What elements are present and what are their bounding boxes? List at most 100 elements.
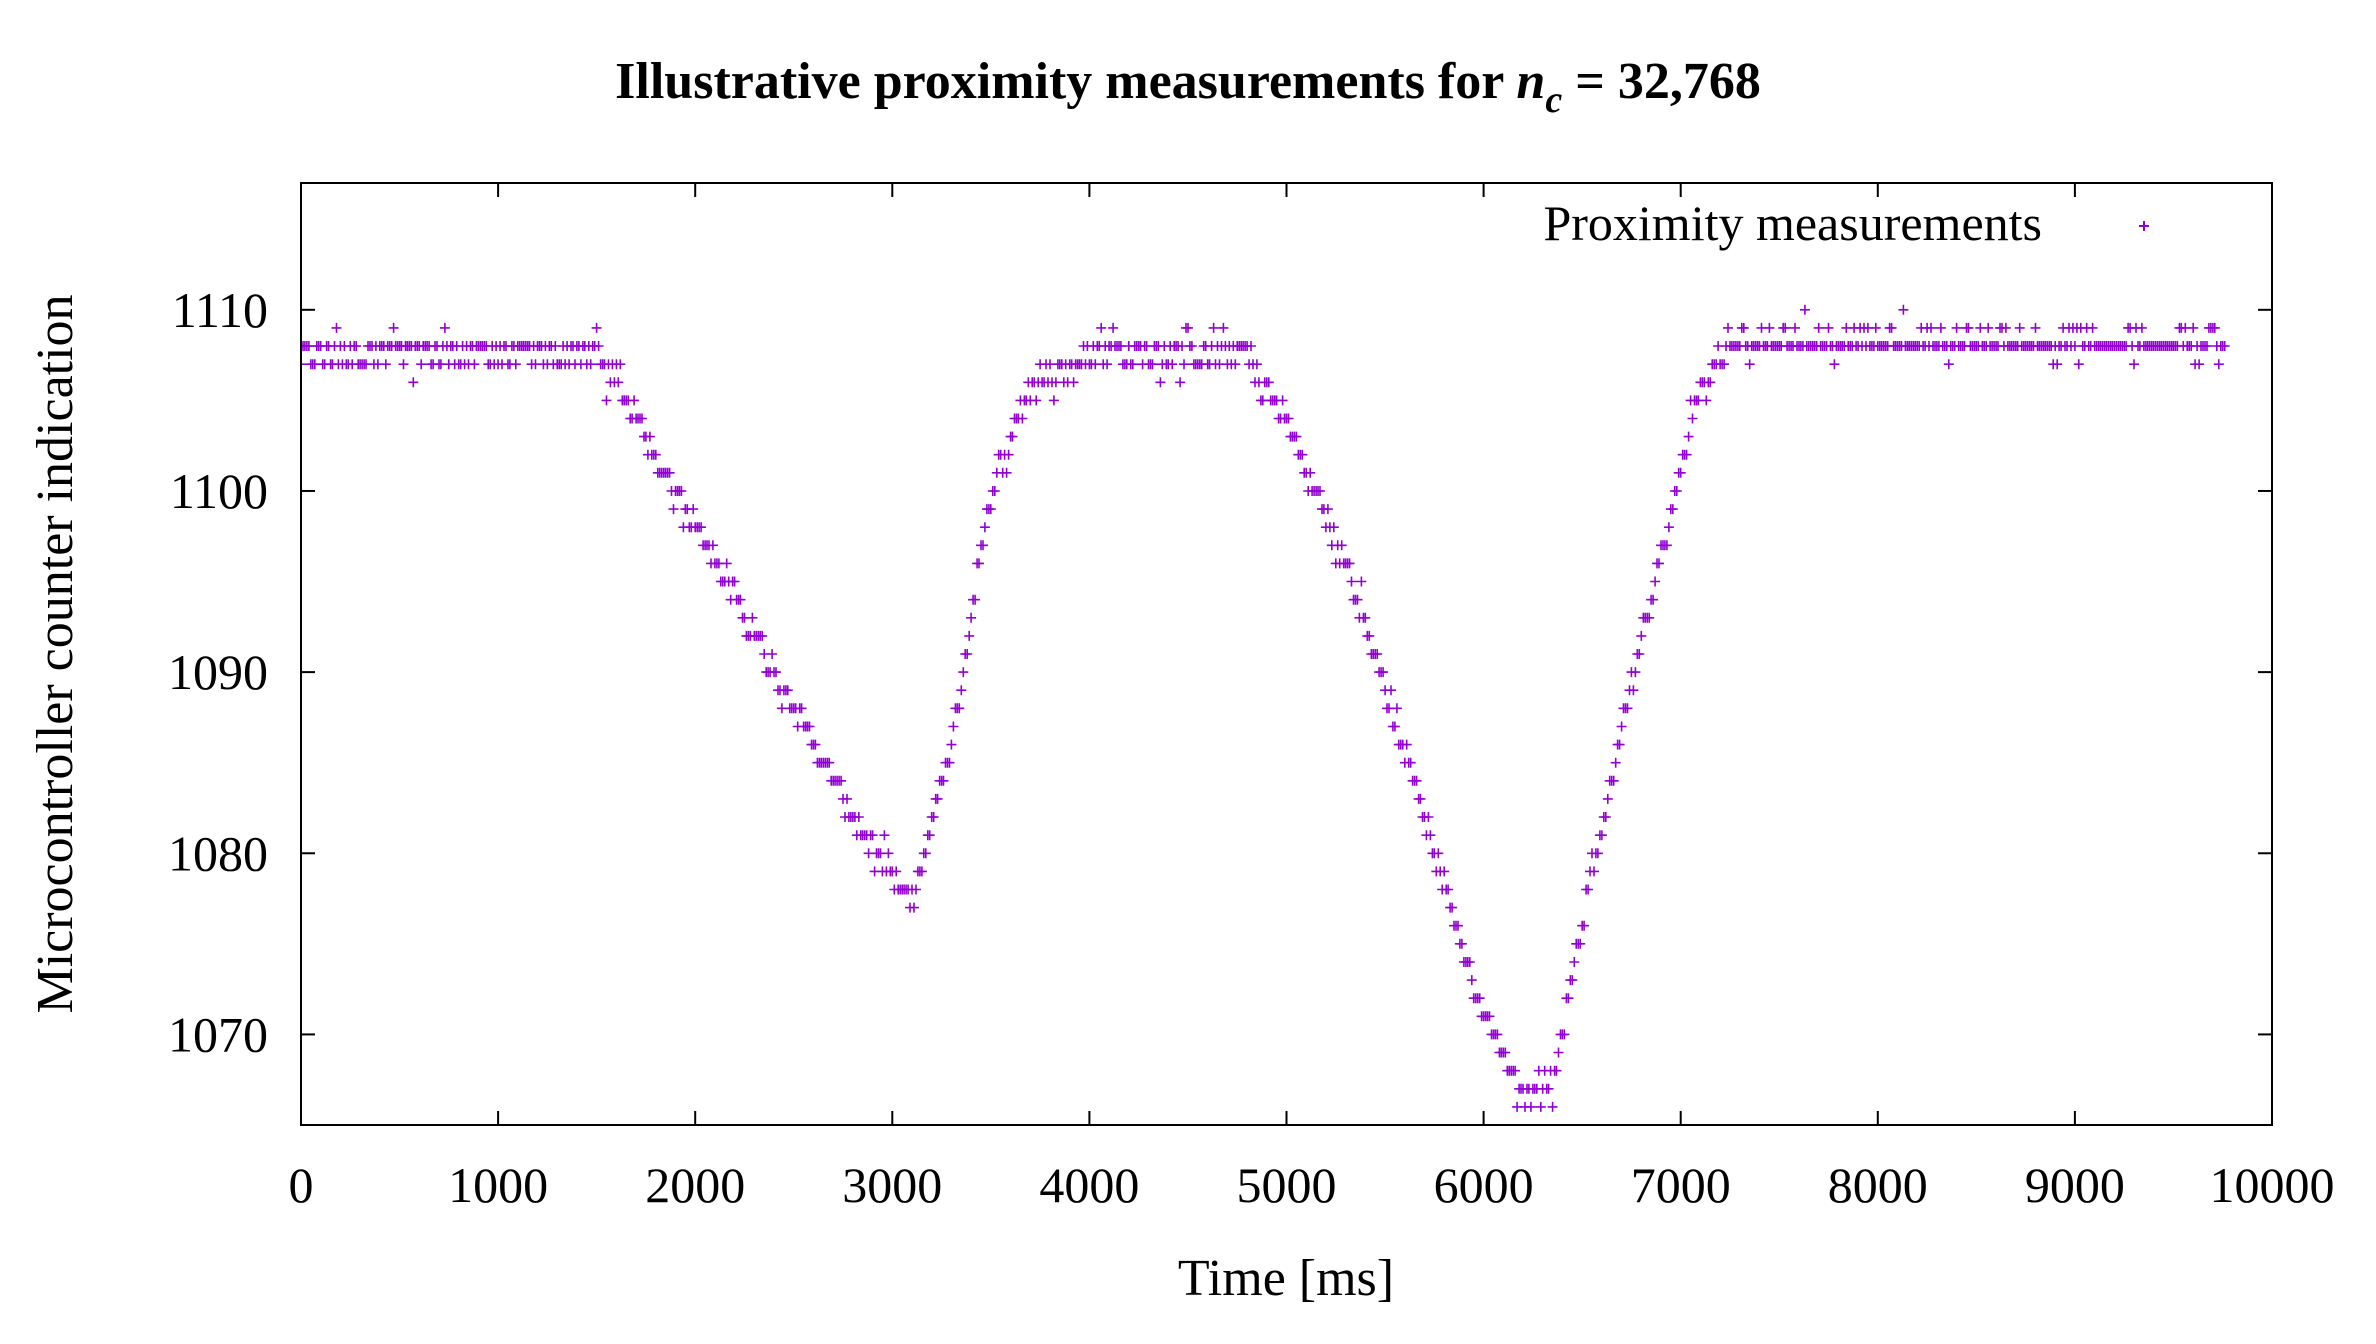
data-point: [1799, 304, 1810, 315]
data-point: [2129, 359, 2139, 370]
data-point: [1681, 449, 1692, 460]
data-point: [629, 395, 640, 406]
data-point: [1423, 812, 1434, 822]
data-point: [836, 775, 847, 786]
chart-title-prefix: Illustrative proximity measurements for: [615, 53, 1517, 110]
data-point: [928, 812, 939, 822]
data-point: [1230, 359, 1241, 370]
data-point: [1208, 322, 1219, 333]
data-point: [351, 341, 362, 351]
data-point: [891, 866, 902, 877]
data-point: [601, 395, 612, 406]
data-point: [1636, 630, 1647, 641]
data-point: [1589, 866, 1599, 877]
data-point: [615, 359, 626, 370]
data-point: [1701, 395, 1712, 406]
data-point: [1547, 1101, 1558, 1112]
data-point: [1829, 359, 1840, 370]
data-point: [944, 757, 955, 768]
y-tick-label: 1080: [168, 825, 268, 881]
data-point: [1634, 649, 1645, 659]
data-point: [668, 504, 679, 515]
data-point: [1183, 322, 1193, 333]
plot-frame: [300, 182, 2273, 1126]
data-point: [1569, 957, 1580, 967]
x-tick-label: 6000: [1434, 1157, 1534, 1213]
data-point: [688, 504, 699, 515]
data-point: [1602, 793, 1613, 804]
data-point: [1543, 1083, 1554, 1094]
data-point: [613, 377, 624, 388]
data-point: [782, 685, 793, 696]
x-tick-label: 0: [289, 1157, 314, 1213]
data-point: [1596, 830, 1607, 841]
data-point: [707, 540, 718, 551]
data-point: [1283, 413, 1294, 424]
data-points: [301, 304, 2230, 1112]
data-point: [954, 703, 965, 714]
data-point: [1456, 938, 1467, 949]
data-point: [1389, 721, 1400, 732]
data-point: [1439, 866, 1450, 877]
y-tick-label: 1110: [172, 282, 268, 338]
data-point: [1466, 975, 1477, 986]
data-point: [1492, 1029, 1503, 1040]
data-point: [1297, 449, 1308, 460]
data-point: [1583, 884, 1594, 895]
data-point: [1336, 540, 1347, 551]
y-tick-label: 1100: [170, 463, 268, 519]
data-point: [938, 775, 949, 786]
x-tick-label: 5000: [1237, 1157, 1337, 1213]
data-point: [1386, 685, 1396, 696]
data-point: [1648, 594, 1659, 605]
x-tick-label: 10000: [2210, 1157, 2335, 1213]
data-point: [956, 685, 967, 696]
data-point: [1551, 1065, 1562, 1076]
data-point: [842, 793, 852, 804]
data-point: [1411, 775, 1422, 786]
data-point: [1592, 848, 1603, 859]
data-point: [1484, 1011, 1495, 1022]
data-point: [1790, 322, 1800, 333]
data-point: [853, 812, 864, 822]
data-point: [1048, 395, 1059, 406]
data-point: [1391, 703, 1402, 714]
data-point: [1553, 1047, 1564, 1058]
data-point: [1963, 322, 1974, 333]
data-point: [1500, 1047, 1511, 1058]
data-point: [1464, 957, 1475, 967]
data-point: [867, 830, 878, 841]
data-point: [398, 359, 409, 370]
data-point: [1600, 812, 1611, 822]
data-point: [911, 884, 921, 895]
data-point: [979, 522, 990, 533]
data-point: [1344, 558, 1355, 569]
data-point: [948, 721, 959, 732]
data-point: [380, 359, 391, 370]
data-point: [966, 612, 977, 623]
data-point: [1108, 322, 1119, 333]
y-axis-ticks: 1070 1080 1090 1100 1110: [168, 282, 2272, 1062]
data-point: [1630, 667, 1641, 678]
data-point: [2188, 322, 2199, 333]
data-point: [1616, 721, 1627, 732]
data-point: [771, 667, 781, 678]
data-point: [2014, 322, 2025, 333]
data-point: [1579, 920, 1590, 931]
data-point: [1322, 504, 1333, 515]
data-point: [301, 359, 306, 370]
data-point: [1425, 830, 1436, 841]
data-point: [1823, 322, 1834, 333]
chart-title-var: n: [1516, 53, 1546, 110]
data-point: [1315, 486, 1325, 496]
data-point: [1068, 377, 1079, 388]
data-point: [1263, 377, 1274, 388]
data-point: [1179, 359, 1189, 370]
data-point: [985, 504, 996, 515]
data-point: [1622, 703, 1633, 714]
y-tick-label: 1090: [168, 644, 268, 700]
data-point: [2202, 341, 2212, 351]
data-point: [1614, 739, 1625, 750]
data-point: [1575, 938, 1586, 949]
